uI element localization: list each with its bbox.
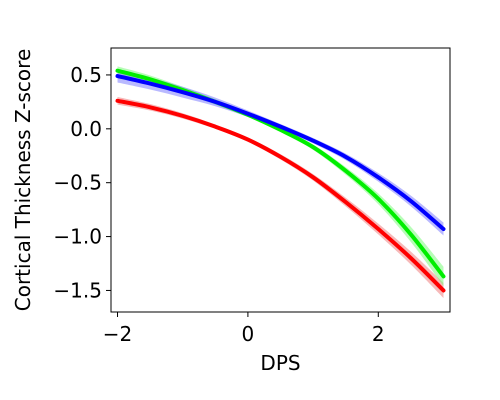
plot-area-frame xyxy=(110,47,451,313)
y-axis-label: Cortical Thickness Z-score xyxy=(11,49,35,312)
confidence-band-3 xyxy=(117,69,444,236)
axis-ticks: −2 0 2 0.5 0.0 −0.5 −1.0 −1.5 xyxy=(53,63,384,346)
y-tick-label: −1.5 xyxy=(53,278,102,302)
x-tick-label: −2 xyxy=(103,322,132,346)
y-tick-label: −0.5 xyxy=(53,171,102,195)
confidence-band-2 xyxy=(117,66,444,287)
y-tick-label: 0.0 xyxy=(70,117,102,141)
x-tick-label: 2 xyxy=(372,322,385,346)
series-lines xyxy=(115,68,446,293)
x-tick-label: 0 xyxy=(242,322,255,346)
confidence-bands xyxy=(117,66,444,298)
series-line-1 xyxy=(115,98,446,293)
x-axis-label: DPS xyxy=(260,351,300,375)
series-line-3 xyxy=(115,74,446,232)
series-line-2 xyxy=(115,68,446,279)
y-tick-label: −1.0 xyxy=(53,225,102,249)
y-tick-label: 0.5 xyxy=(70,63,102,87)
